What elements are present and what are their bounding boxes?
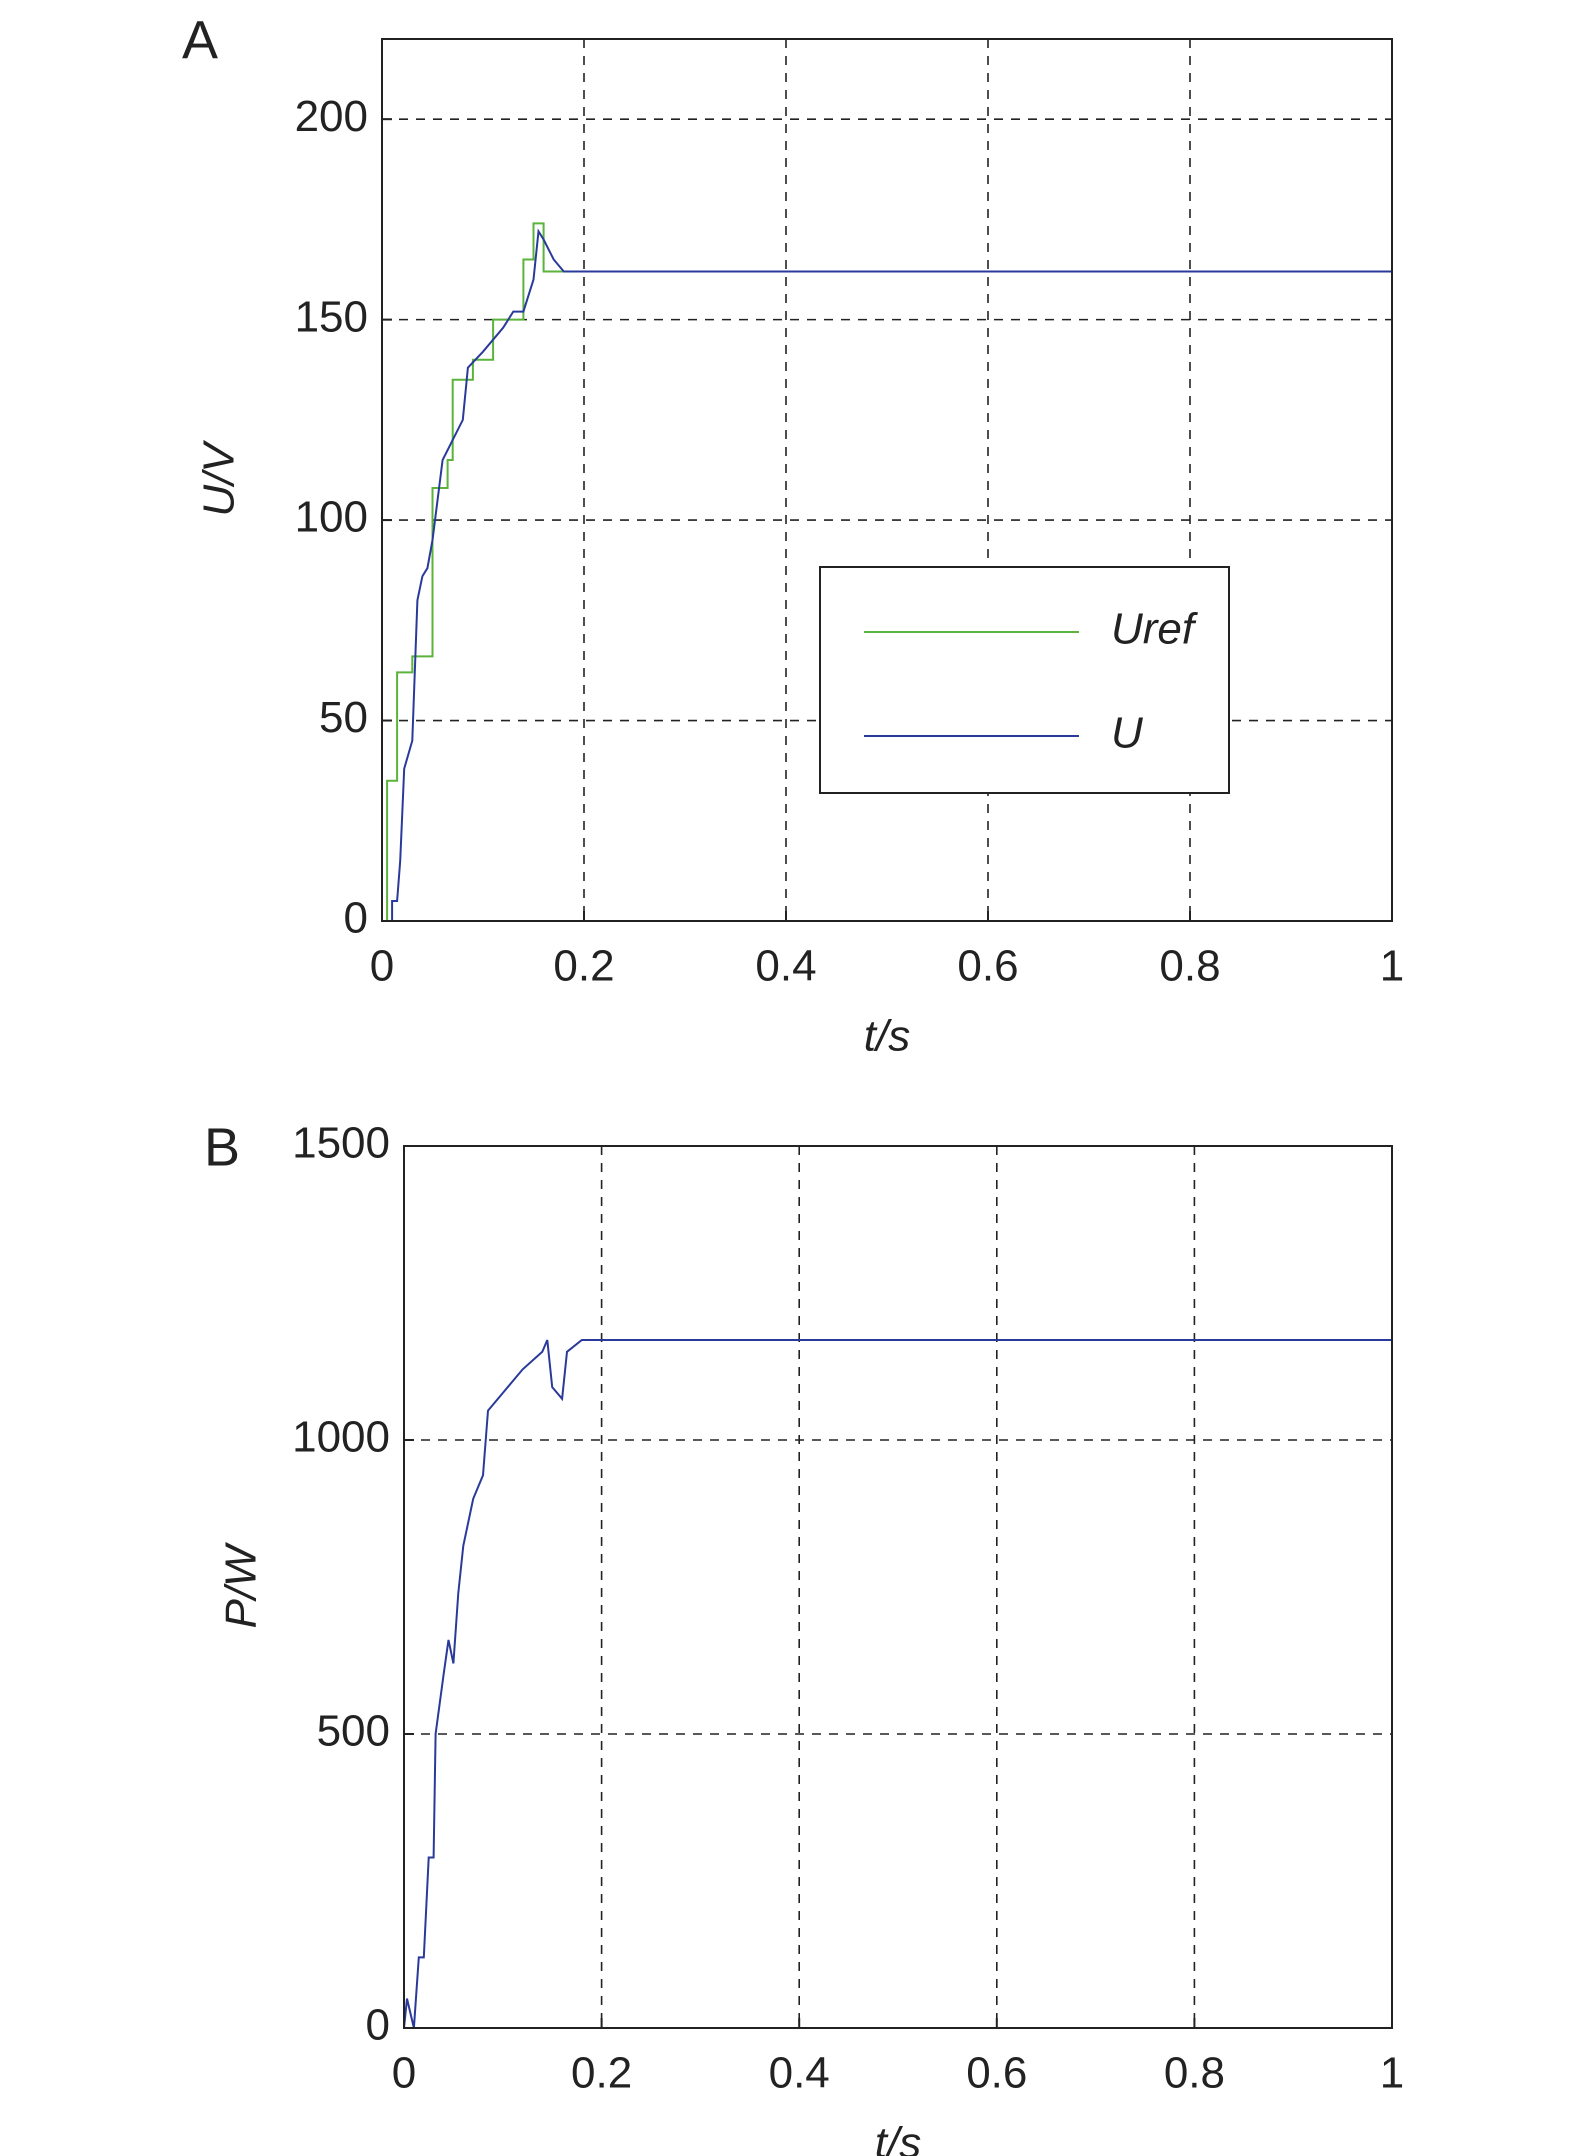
y-tick-label: 100 — [295, 493, 368, 542]
legend-label: U — [1111, 709, 1143, 758]
legend-label: Uref — [1111, 605, 1199, 654]
x-tick-label: 0.2 — [553, 942, 614, 991]
x-axis-label: t/s — [875, 2119, 921, 2156]
y-tick-label: 150 — [295, 292, 368, 341]
y-tick-label: 1000 — [292, 1413, 390, 1462]
x-tick-label: 0.4 — [769, 2049, 830, 2098]
x-tick-label: 0.2 — [571, 2049, 632, 2098]
x-tick-label: 1 — [1380, 942, 1404, 991]
x-tick-label: 0.6 — [966, 2049, 1027, 2098]
legend-box — [819, 566, 1230, 794]
x-tick-label: 0 — [370, 942, 394, 991]
y-tick-label: 200 — [295, 92, 368, 141]
y-tick-label: 500 — [317, 1707, 390, 1756]
y-tick-label: 0 — [366, 2001, 390, 2050]
x-tick-label: 0.6 — [957, 942, 1018, 991]
x-tick-label: 0.8 — [1164, 2049, 1225, 2098]
y-tick-label: 1500 — [292, 1119, 390, 1168]
data-line — [403, 1339, 1392, 2029]
x-axis-label: t/s — [864, 1012, 910, 1061]
y-axis-label: U/V — [195, 440, 244, 517]
panel-label: B — [204, 1117, 240, 1177]
x-tick-label: 0.4 — [755, 942, 816, 991]
x-tick-label: 0.8 — [1159, 942, 1220, 991]
x-tick-label: 1 — [1380, 2049, 1404, 2098]
data-line — [382, 222, 1392, 922]
panel-label: A — [182, 10, 218, 70]
y-axis-label: P/W — [217, 1542, 266, 1629]
data-line — [382, 228, 1392, 922]
x-tick-label: 0 — [392, 2049, 416, 2098]
plot-frame — [403, 1145, 1393, 2029]
y-tick-label: 0 — [344, 894, 368, 943]
y-tick-label: 50 — [319, 693, 368, 742]
plot-frame — [381, 38, 1393, 922]
